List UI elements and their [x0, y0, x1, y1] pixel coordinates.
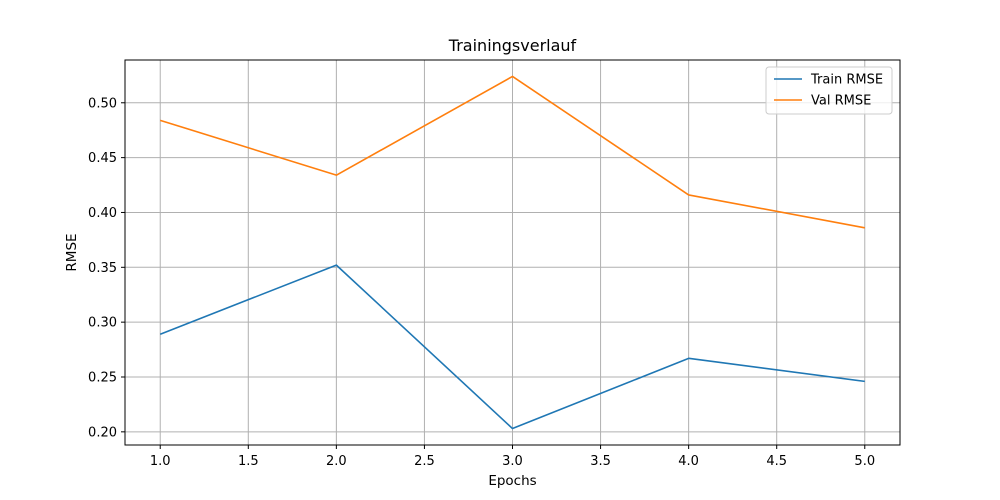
series-layer — [159, 75, 865, 430]
y-tick-label: 0.20 — [88, 425, 117, 440]
grid — [125, 60, 900, 445]
axis-ticks: 1.0 1.5 2.0 2.5 3.0 3.5 4.0 4.5 5.0 0.20 0.25 0.30 0… — [88, 96, 875, 469]
x-tick-label: 4.5 — [766, 454, 787, 469]
y-tick-label: 0.30 — [88, 316, 117, 331]
x-tick-label: 4.0 — [678, 454, 699, 469]
y-axis-title: RMSE — [64, 233, 80, 271]
x-tick-label: 1.5 — [238, 454, 259, 469]
series-line-1 — [159, 264, 865, 430]
legend-label: Train RMSE — [810, 73, 883, 88]
y-tick-label: 0.50 — [88, 96, 117, 111]
x-tick-label: 1.0 — [150, 454, 171, 469]
x-tick-label: 2.0 — [326, 454, 347, 469]
y-tick-label: 0.40 — [88, 206, 117, 221]
y-tick-label: 0.25 — [88, 370, 117, 385]
x-tick-label: 3.0 — [502, 454, 523, 469]
x-axis-title: Epochs — [488, 473, 536, 489]
series-line-2 — [159, 75, 865, 229]
x-tick-label: 2.5 — [414, 454, 435, 469]
chart-title: Trainingsverlauf — [448, 36, 577, 55]
y-tick-label: 0.45 — [88, 151, 117, 166]
legend: Train RMSE Val RMSE — [765, 66, 893, 115]
y-tick-label: 0.35 — [88, 261, 117, 276]
legend-label: Val RMSE — [811, 94, 871, 109]
x-tick-label: 3.5 — [590, 454, 611, 469]
x-tick-label: 5.0 — [854, 454, 875, 469]
